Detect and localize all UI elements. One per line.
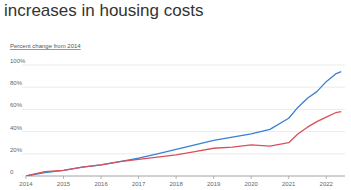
grid-line [22,87,345,88]
y-tick-label: 100% [10,58,26,64]
series-line [26,72,341,176]
subtitle: Percent change from 2014 [10,43,81,49]
title: increases in housing costs [4,1,203,20]
x-tick [288,176,289,179]
x-tick [213,176,214,179]
x-tick-label: 2021 [282,181,296,187]
x-tick [176,176,177,179]
grid-line [22,176,345,177]
x-tick-label: 2020 [244,181,258,187]
x-tick [326,176,327,179]
series-line [26,112,341,176]
x-tick-label: 2019 [207,181,221,187]
grid-line [22,65,345,66]
x-tick [138,176,139,179]
x-tick [251,176,252,179]
x-tick-label: 2022 [320,181,334,187]
y-tick-label: 80% [10,80,23,86]
x-tick [26,176,27,179]
x-axis [26,176,345,177]
y-tick-label: 0 [10,169,14,175]
plot-area [26,72,341,176]
x-tick [101,176,102,179]
x-tick-label: 2018 [169,181,183,187]
grid-line [22,131,345,132]
x-tick [63,176,64,179]
y-tick-label: 60% [10,102,23,108]
y-tick-label: 40% [10,125,23,131]
x-tick-label: 2017 [132,181,146,187]
chart: increases in housing costs Percent change… [0,0,351,190]
y-tick-label: 20% [10,147,23,153]
x-tick-label: 2015 [57,181,71,187]
x-tick-label: 2014 [19,181,33,187]
x-tick-label: 2016 [94,181,108,187]
